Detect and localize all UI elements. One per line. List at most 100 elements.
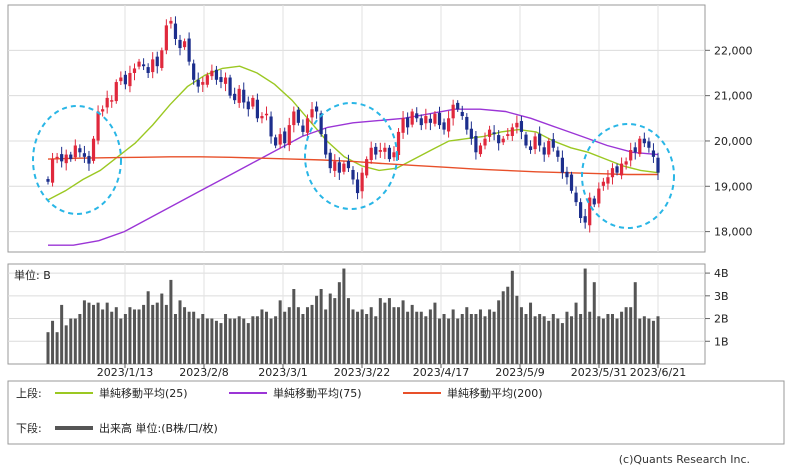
volume-bar — [346, 298, 350, 364]
volume-bar — [401, 300, 405, 364]
volume-bar — [392, 307, 396, 364]
candle-body — [251, 97, 255, 107]
legend-ma75-label: 単純移動平均(75) — [273, 386, 362, 400]
volume-bar — [483, 316, 487, 364]
volume-bar — [579, 314, 583, 364]
volume-bar — [442, 314, 446, 364]
volume-bar — [638, 318, 642, 364]
volume-bar — [278, 300, 282, 364]
volume-bar — [137, 309, 141, 364]
candle-body — [601, 181, 605, 186]
candle-body — [387, 147, 392, 160]
candle-body — [246, 101, 250, 110]
volume-bar — [87, 302, 91, 364]
volume-bar — [255, 316, 259, 364]
volume-bar — [497, 300, 501, 364]
volume-bar — [132, 309, 136, 364]
date-tick-label: 2023/3/22 — [334, 366, 390, 379]
volume-bar — [51, 320, 55, 364]
volume-bar — [610, 314, 614, 364]
candle-body — [60, 154, 64, 162]
volume-bar — [383, 302, 387, 364]
candle-body — [255, 99, 260, 119]
candle-body — [205, 75, 209, 85]
candle-body — [105, 97, 109, 108]
candle-body — [492, 132, 496, 135]
volume-bar — [287, 307, 291, 364]
candle-body — [369, 147, 373, 160]
volume-bar — [437, 318, 441, 364]
candle-body — [346, 160, 351, 169]
date-tick-label: 2023/2/8 — [179, 366, 228, 379]
candle-body — [437, 112, 442, 126]
candle-body — [223, 77, 228, 84]
volume-bar — [260, 309, 264, 364]
candle-body — [151, 59, 155, 73]
candle-body — [187, 38, 191, 62]
volume-bar — [119, 318, 123, 364]
volume-bar — [583, 268, 587, 364]
candle-body — [465, 116, 469, 130]
volume-bar — [178, 300, 182, 364]
candle-body — [497, 135, 501, 144]
candle-body — [615, 166, 619, 173]
volume-bar — [315, 295, 319, 364]
volume-bar — [615, 318, 619, 364]
candle-body — [123, 74, 127, 85]
candle-body — [478, 145, 483, 155]
highlight-circle-1 — [304, 102, 398, 210]
volume-bar — [324, 309, 328, 364]
ma-line-1 — [48, 108, 659, 246]
volume-bar — [356, 311, 360, 364]
volume-bar — [192, 311, 196, 364]
volume-bar — [360, 309, 364, 364]
volume-bar — [142, 304, 146, 364]
volume-bar — [301, 314, 305, 364]
candle-body — [146, 67, 150, 73]
candle-body — [456, 102, 460, 110]
candle-body — [374, 146, 378, 155]
volume-bar — [378, 298, 382, 364]
volume-bar — [406, 311, 410, 364]
candle-body — [296, 109, 300, 123]
volume-bar — [82, 300, 86, 364]
price-tick-label: 22,000 — [714, 44, 753, 57]
price-panel: 18,000 19,000 20,000 21,000 22,000 — [7, 4, 753, 253]
volume-bar — [55, 332, 59, 364]
legend-ma25-label: 単純移動平均(25) — [99, 386, 188, 400]
volume-bar — [101, 309, 105, 364]
volume-bar — [251, 316, 255, 364]
ma-line-2 — [47, 156, 658, 176]
candle-body — [128, 72, 132, 87]
volume-bar — [169, 279, 173, 364]
candle-body — [474, 135, 478, 153]
date-tick-label: 2023/5/9 — [495, 366, 544, 379]
volume-bar — [469, 314, 473, 364]
candle-body — [624, 161, 628, 165]
candle-body — [656, 157, 660, 173]
volume-bar — [460, 314, 464, 364]
volume-bar — [365, 314, 369, 364]
candle-body — [132, 68, 137, 73]
candle-body — [173, 23, 178, 39]
volume-bar — [233, 318, 237, 364]
candle-body — [182, 41, 187, 48]
volume-bar — [228, 318, 232, 364]
volume-bar — [224, 314, 228, 364]
volume-bar — [556, 318, 560, 364]
volume-bar — [96, 302, 100, 364]
candle-body — [647, 141, 651, 148]
candle-body — [355, 179, 360, 194]
candle-body — [565, 171, 569, 178]
volume-bar — [651, 320, 655, 364]
price-axis: 18,000 19,000 20,000 21,000 22,000 — [705, 44, 753, 239]
legend-volume-label: 出来高 単位:(B株/口/枚) — [99, 421, 218, 435]
volume-bar — [656, 316, 660, 364]
date-tick-label: 2023/5/31 — [571, 366, 627, 379]
candle-body — [592, 198, 596, 205]
volume-bar — [506, 286, 510, 364]
candle-body — [556, 150, 560, 157]
candle-body — [292, 111, 296, 126]
date-axis: 2023/1/13 2023/2/8 2023/3/1 2023/3/22 2023/4… — [97, 364, 686, 379]
moving-average-lines — [47, 65, 659, 246]
